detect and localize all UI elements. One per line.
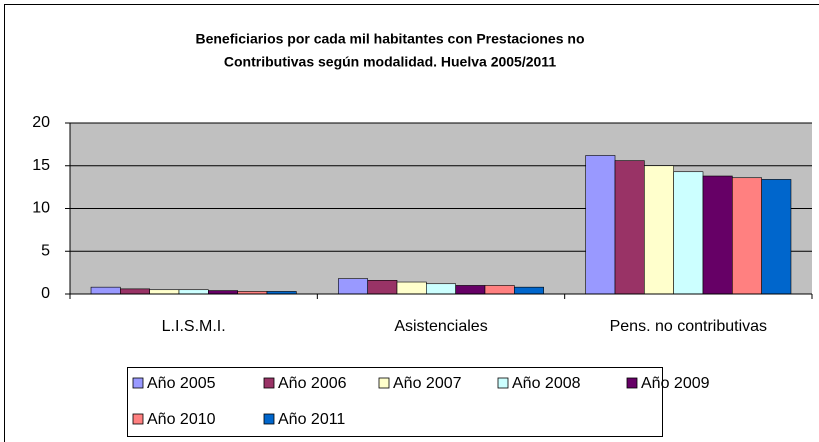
bar [178, 289, 209, 295]
bar [614, 160, 645, 295]
bar [338, 278, 368, 295]
y-tick-label: 20 [32, 114, 50, 131]
legend-label: Año 2009 [641, 375, 710, 392]
legend-box [127, 367, 663, 437]
bar [644, 165, 674, 295]
y-tick-label: 15 [32, 157, 50, 174]
bar [120, 288, 150, 295]
legend-swatch [497, 377, 509, 389]
legend-label: Año 2005 [147, 375, 216, 392]
legend-swatch [626, 377, 638, 389]
legend-label: Año 2007 [393, 375, 462, 392]
x-tick-label: L.I.S.M.I. [162, 318, 226, 335]
y-tick-label: 0 [41, 285, 50, 302]
bar [732, 177, 762, 295]
bar [90, 286, 121, 295]
legend-swatch [132, 413, 144, 425]
bar [208, 290, 238, 295]
y-tick-label: 10 [32, 200, 50, 217]
bar [426, 283, 456, 295]
x-tick-label: Asistenciales [394, 318, 487, 335]
chart-title: Beneficiarios por cada mil habitantes co… [195, 31, 584, 47]
legend-label: Año 2006 [278, 375, 347, 392]
bar [761, 179, 792, 295]
bar [673, 171, 704, 295]
bar [367, 280, 398, 295]
bar [585, 155, 616, 295]
bar [484, 285, 515, 295]
bar [702, 175, 733, 295]
legend-label: Año 2011 [278, 411, 345, 428]
chart-title: Contributivas según modalidad. Huelva 20… [224, 54, 556, 70]
legend-swatch [132, 377, 144, 389]
bar [514, 286, 544, 295]
legend-swatch [378, 377, 390, 389]
bar [149, 289, 180, 295]
legend-label: Año 2010 [147, 411, 216, 428]
legend-label: Año 2008 [512, 375, 581, 392]
y-tick-label: 5 [41, 242, 50, 259]
bar [396, 281, 427, 295]
x-tick-label: Pens. no contributivas [610, 318, 767, 335]
legend-swatch [263, 413, 275, 425]
legend-swatch [263, 377, 275, 389]
bar [455, 285, 486, 295]
